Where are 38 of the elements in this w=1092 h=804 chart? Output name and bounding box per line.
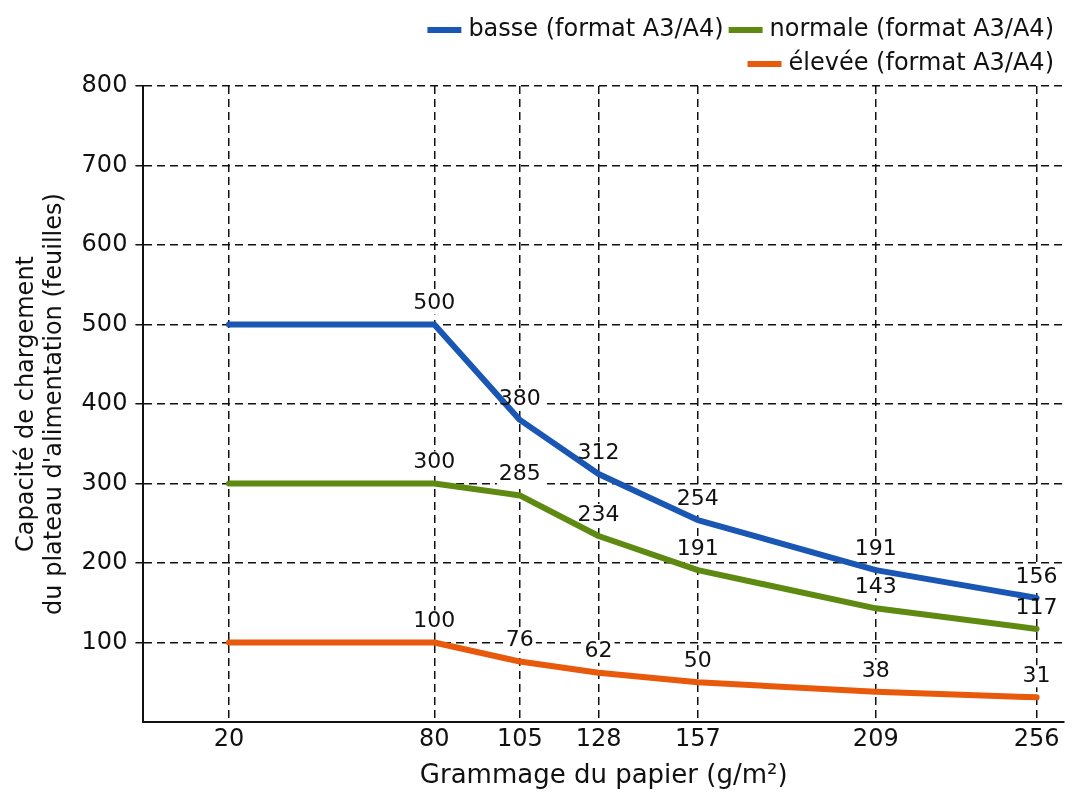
x-tick-label: 20 xyxy=(213,723,245,752)
y-tick-label: 800 xyxy=(81,70,128,99)
data-label: 191 xyxy=(854,534,897,560)
y-tick-label: 500 xyxy=(81,308,128,337)
y-tick-label: 200 xyxy=(81,547,128,576)
legend-label: élevée (format A3/A4) xyxy=(788,48,1054,77)
data-label: 285 xyxy=(498,460,541,486)
data-label: 50 xyxy=(683,646,712,672)
x-tick-label: 256 xyxy=(1013,723,1060,752)
data-label: 117 xyxy=(1015,593,1058,619)
data-label: 380 xyxy=(498,384,541,410)
data-label: 300 xyxy=(413,448,456,474)
legend-label: basse (format A3/A4) xyxy=(468,14,724,43)
data-label: 234 xyxy=(577,500,620,526)
data-label: 143 xyxy=(854,573,897,599)
data-label: 100 xyxy=(413,607,456,633)
y-tick-label: 400 xyxy=(81,388,128,417)
data-label: 62 xyxy=(584,637,613,663)
legend-label: normale (format A3/A4) xyxy=(769,14,1055,43)
x-tick-label: 209 xyxy=(852,723,899,752)
data-label: 254 xyxy=(676,484,719,510)
y-tick-label: 300 xyxy=(81,467,128,496)
x-tick-label: 80 xyxy=(419,723,450,752)
data-label: 312 xyxy=(577,438,620,464)
data-label: 38 xyxy=(861,656,890,682)
y-tick-label: 600 xyxy=(81,229,128,258)
x-tick-label: 105 xyxy=(496,723,543,752)
data-label: 156 xyxy=(1015,562,1058,588)
data-label: 31 xyxy=(1022,662,1051,688)
x-tick-label: 157 xyxy=(674,723,721,752)
data-label: 500 xyxy=(413,289,456,315)
data-label: 76 xyxy=(505,626,534,652)
y-tick-label: 100 xyxy=(81,626,128,655)
x-axis-title: Grammage du papier (g/m²) xyxy=(419,759,788,790)
y-tick-label: 700 xyxy=(81,149,128,178)
y-axis-title: Capacité de chargement du plateau d'alimentation (feuilles) xyxy=(10,193,68,615)
data-label: 191 xyxy=(676,534,719,560)
x-tick-label: 128 xyxy=(575,723,622,752)
